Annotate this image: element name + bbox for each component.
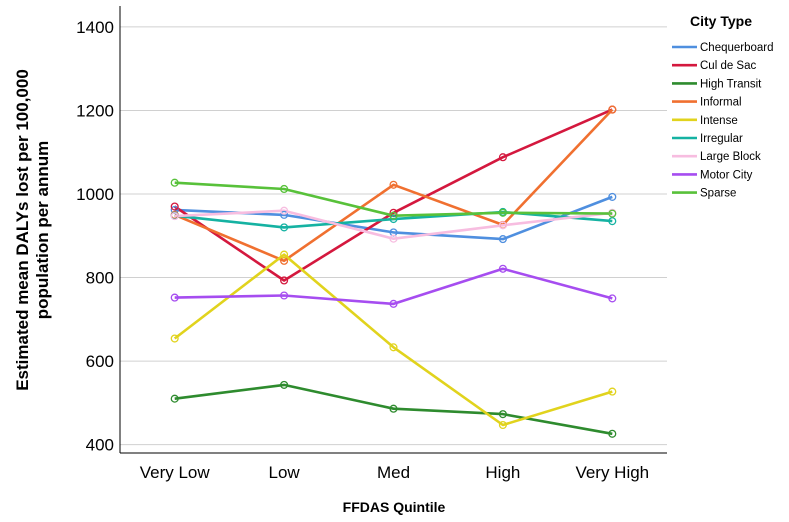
data-point-intense [608,387,617,396]
data-point-chequerboard [280,210,289,219]
legend-title: City Type [690,13,752,29]
data-point-sparse [498,208,507,217]
data-point-high-transit [498,410,507,419]
data-point-intense [389,343,398,352]
legend-label-high-transit: High Transit [700,78,762,90]
series-line-high-transit [174,383,613,436]
legend-label-informal: Informal [700,97,742,109]
data-point-irregular [389,215,398,224]
data-point-irregular [280,223,289,232]
series-points [170,105,617,438]
data-point-motor-city [170,293,179,302]
y-tick-label: 1200 [76,101,114,120]
data-point-sparse [170,178,179,187]
series-line-large-block [174,209,613,240]
data-point-high-transit [389,404,398,413]
data-point-sparse [608,209,617,218]
data-point-informal [389,180,398,189]
data-point-chequerboard [608,192,617,201]
y-tick-label: 1000 [76,185,114,204]
data-point-intense [280,250,289,259]
data-point-large-block [498,221,507,230]
data-point-cul-de-sac [280,276,289,285]
data-point-motor-city [608,294,617,303]
series-line-informal [174,108,614,263]
data-point-informal [608,105,617,114]
data-point-large-block [389,234,398,243]
data-point-intense [498,420,507,430]
data-point-intense [170,334,179,343]
x-tick-label: Low [269,463,301,482]
data-point-sparse [389,211,398,220]
legend-label-sparse: Sparse [700,188,736,200]
series-lines [173,108,614,436]
x-axis-title: FFDAS Quintile [343,499,446,515]
data-point-cul-de-sac [170,202,179,211]
y-tick-label: 600 [86,352,114,371]
series-line-intense [173,253,613,427]
series-line-motor-city [174,267,613,306]
data-point-motor-city [280,291,289,300]
legend-label-irregular: Irregular [700,133,743,145]
data-point-high-transit [280,380,289,389]
x-tick-label: Very Low [140,463,211,482]
data-point-irregular [608,217,617,226]
data-point-chequerboard [498,235,507,244]
legend: City Type Chequerboard Cul de Sac High Tra… [672,13,774,200]
y-tick-label: 400 [86,436,114,455]
data-point-cul-de-sac [498,153,507,162]
x-tick-label: High [485,463,520,482]
legend-label-motor-city: Motor City [700,169,753,181]
x-tick-labels: Very Low Low Med High Very High [140,463,649,482]
y-tick-label: 1400 [76,18,114,37]
data-point-sparse [280,184,289,194]
legend-label-large-block: Large Block [700,151,761,163]
x-tick-label: Very High [575,463,649,482]
y-tick-labels: 400 600 800 1000 1200 1400 [76,18,114,455]
legend-items: Chequerboard Cul de Sac High Transit Inform… [672,42,774,200]
series-line-cul-de-sac [173,108,613,282]
y-tick-label: 800 [86,269,114,288]
gridlines [120,26,667,446]
legend-label-cul-de-sac: Cul de Sac [700,60,757,72]
x-tick-label: Med [377,463,410,482]
data-point-high-transit [608,429,617,438]
legend-label-intense: Intense [700,115,738,127]
y-axis-title-line1: Estimated mean DALYs lost per 100,000 [13,69,32,391]
data-point-high-transit [170,394,179,403]
legend-label-chequerboard: Chequerboard [700,42,774,54]
axes [119,6,667,454]
y-axis-title: Estimated mean DALYs lost per 100,000 po… [13,69,52,391]
data-point-large-block [170,212,179,221]
data-point-motor-city [498,264,507,273]
data-point-large-block [280,206,289,215]
y-axis-title-line2: population per annum [33,141,52,320]
data-point-motor-city [389,299,398,308]
